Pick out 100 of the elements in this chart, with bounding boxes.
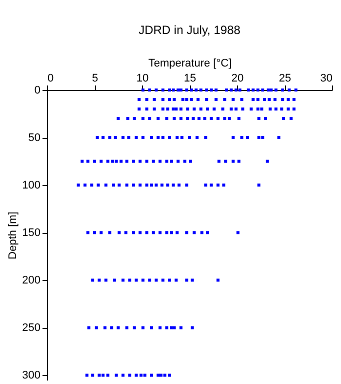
x-tick-label: 20: [231, 72, 244, 84]
point: [102, 136, 105, 140]
point: [96, 184, 100, 187]
point: [274, 98, 276, 102]
point: [216, 117, 220, 120]
point: [274, 108, 278, 111]
point: [112, 278, 116, 282]
point: [132, 160, 135, 163]
point: [76, 184, 80, 187]
point: [138, 108, 141, 111]
point: [116, 117, 120, 120]
point: [93, 160, 96, 163]
point: [246, 88, 250, 92]
point: [111, 160, 114, 163]
point: [165, 231, 168, 234]
x-tick-label: 25: [278, 72, 292, 84]
point: [261, 88, 264, 92]
point: [224, 160, 228, 163]
point: [134, 136, 138, 140]
point: [185, 231, 188, 234]
point: [154, 88, 158, 92]
point: [128, 374, 132, 377]
x-tick-label: 5: [92, 72, 98, 84]
point: [190, 278, 194, 282]
y-tick-label: 200: [22, 274, 40, 287]
point: [188, 136, 191, 140]
point: [154, 278, 158, 282]
point: [86, 160, 90, 163]
point: [165, 117, 168, 120]
point: [124, 231, 128, 234]
point: [156, 374, 160, 377]
point: [132, 326, 136, 330]
point: [150, 374, 153, 377]
point: [163, 374, 166, 377]
point: [237, 117, 240, 120]
point: [230, 88, 233, 92]
point: [134, 374, 138, 377]
y-tick-label: 0: [34, 84, 40, 96]
point: [256, 108, 260, 111]
point: [150, 184, 153, 187]
point: [277, 136, 280, 140]
point: [138, 184, 142, 187]
point: [252, 88, 255, 92]
point: [132, 231, 135, 234]
point: [172, 117, 176, 120]
point: [152, 98, 156, 102]
point: [138, 160, 142, 163]
point: [186, 117, 190, 120]
point: [257, 117, 260, 120]
point: [232, 160, 235, 163]
point: [168, 136, 172, 140]
point: [257, 184, 260, 187]
point: [145, 98, 148, 102]
point: [241, 108, 244, 111]
point: [199, 108, 202, 111]
point: [93, 231, 96, 234]
point: [161, 108, 164, 111]
point: [180, 136, 184, 140]
point: [132, 184, 135, 187]
point: [158, 231, 162, 234]
point: [122, 136, 124, 140]
point: [190, 88, 193, 92]
point: [141, 136, 144, 140]
point: [268, 98, 271, 102]
point: [178, 184, 181, 187]
point: [161, 136, 164, 140]
point: [185, 88, 188, 92]
point: [268, 108, 272, 111]
point: [204, 184, 208, 187]
point: [281, 88, 284, 92]
point: [141, 117, 144, 120]
point: [181, 98, 184, 102]
point: [221, 108, 224, 111]
point: [172, 98, 176, 102]
point: [103, 326, 106, 330]
point: [216, 184, 220, 187]
point: [104, 184, 108, 187]
point: [150, 136, 153, 140]
point: [125, 160, 128, 163]
point: [127, 136, 130, 140]
point: [179, 117, 182, 120]
point: [141, 326, 144, 330]
chart-title: JDRD in July, 1988: [138, 23, 241, 37]
point: [156, 136, 160, 140]
point: [85, 374, 88, 377]
point: [118, 184, 121, 187]
point: [256, 98, 260, 102]
point: [140, 374, 143, 377]
point: [110, 326, 114, 330]
point: [232, 98, 235, 102]
point: [87, 326, 90, 330]
point: [150, 326, 153, 330]
point: [257, 136, 260, 140]
point: [190, 326, 194, 330]
point: [230, 108, 233, 111]
x-tick-label: 15: [184, 72, 196, 84]
point: [168, 98, 172, 102]
point: [240, 98, 244, 102]
point: [161, 278, 164, 282]
point: [161, 98, 164, 102]
